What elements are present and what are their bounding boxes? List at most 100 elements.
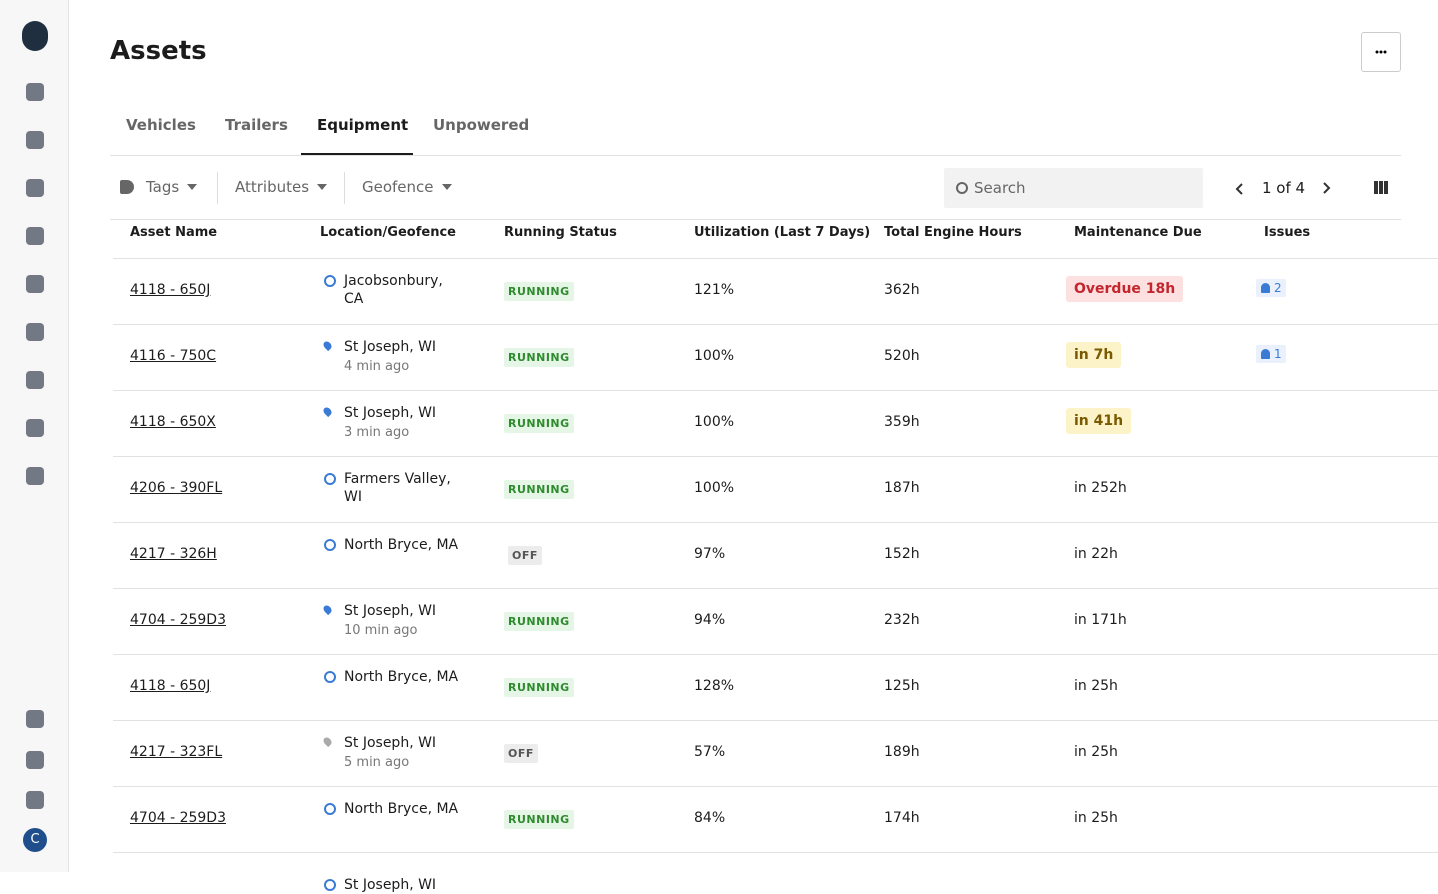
row-border <box>113 522 1438 523</box>
maintenance-badge: Overdue 18h <box>1066 276 1184 302</box>
nav-messages[interactable] <box>26 710 44 728</box>
location: St Joseph, WI <box>344 877 437 893</box>
nav-compliance[interactable] <box>26 227 44 245</box>
status-badge: RUNNING <box>504 348 574 367</box>
issues-badge[interactable]: 2 <box>1256 279 1286 297</box>
row-border <box>113 654 1438 655</box>
bell-icon <box>1261 283 1270 293</box>
location-icon <box>321 603 334 616</box>
filter-border <box>110 219 1401 220</box>
filter-dropdown[interactable]: Geofence <box>362 178 452 196</box>
logo[interactable] <box>22 21 48 51</box>
asset-link[interactable]: 4118 - 650J <box>130 678 211 694</box>
tab[interactable]: Vehicles <box>126 116 196 134</box>
page-title: Assets <box>110 36 207 66</box>
nav-documents[interactable] <box>26 419 44 437</box>
nav-search[interactable] <box>26 83 44 101</box>
column-header[interactable]: Asset Name <box>130 225 218 240</box>
utilization: 94% <box>694 612 726 628</box>
filter-dropdown[interactable]: Attributes <box>235 178 328 196</box>
status-badge: RUNNING <box>504 282 574 301</box>
maintenance: in 25h <box>1074 678 1118 694</box>
location: St Joseph, WI <box>344 735 437 751</box>
status-badge: OFF <box>508 546 542 565</box>
columns-button[interactable] <box>1374 181 1389 194</box>
location-icon <box>324 275 336 287</box>
utilization: 128% <box>694 678 735 694</box>
utilization: 100% <box>694 348 735 364</box>
row-border <box>113 720 1438 721</box>
tab[interactable]: Unpowered <box>433 116 530 134</box>
column-header[interactable]: Issues <box>1264 225 1311 240</box>
search-icon <box>956 182 968 194</box>
maintenance: in 25h <box>1074 810 1118 826</box>
page: C Assets Search 1 of 4 (() => { const da… <box>22 0 1438 893</box>
bell-icon <box>1261 349 1270 359</box>
tabs-border <box>110 155 1401 156</box>
column-header[interactable]: Location/Geofence <box>320 225 456 240</box>
row-border <box>113 390 1438 391</box>
location-icon <box>321 735 334 748</box>
location: North Bryce, MA <box>344 669 459 685</box>
nav-reports[interactable] <box>26 467 44 485</box>
location-icon <box>324 539 336 551</box>
maintenance-badge: in 41h <box>1066 408 1132 434</box>
row-border <box>113 258 1438 259</box>
location-time: 10 min ago <box>344 623 418 638</box>
row-border <box>113 852 1438 853</box>
asset-link[interactable]: 4704 - 259D3 <box>130 810 226 826</box>
more-button[interactable] <box>1361 32 1401 72</box>
engine-hours: 189h <box>884 744 920 760</box>
column-header[interactable]: Utilization (Last 7 Days) <box>694 225 871 240</box>
utilization: 100% <box>694 480 735 496</box>
status-badge: OFF <box>504 744 538 763</box>
location-time: 5 min ago <box>344 755 410 770</box>
engine-hours: 520h <box>884 348 920 364</box>
utilization: 84% <box>694 810 726 826</box>
tab[interactable]: Trailers <box>225 116 288 134</box>
location: St Joseph, WI <box>344 405 437 421</box>
asset-link[interactable]: 4704 - 259D3 <box>130 612 226 628</box>
location: Jacobsonbury, CA <box>344 273 443 307</box>
asset-link[interactable]: 4118 - 650J <box>130 282 211 298</box>
asset-link[interactable]: 4116 - 750C <box>130 348 217 364</box>
nav-alerts[interactable] <box>26 751 44 769</box>
maintenance: in 25h <box>1074 744 1118 760</box>
prev-page[interactable] <box>1234 180 1246 195</box>
location: St Joseph, WI <box>344 603 437 619</box>
engine-hours: 359h <box>884 414 920 430</box>
row-border <box>113 786 1438 787</box>
location: North Bryce, MA <box>344 801 459 817</box>
nav-settings[interactable] <box>26 791 44 809</box>
engine-hours: 187h <box>884 480 920 496</box>
maintenance: in 171h <box>1074 612 1127 628</box>
nav-maintenance[interactable] <box>26 275 44 293</box>
asset-link[interactable]: 4206 - 390FL <box>130 480 223 496</box>
asset-link[interactable]: 4217 - 323FL <box>130 744 223 760</box>
row-border <box>113 324 1438 325</box>
search-input[interactable]: Search <box>944 168 1203 208</box>
column-header[interactable]: Total Engine Hours <box>884 225 1022 240</box>
asset-link[interactable]: 4217 - 326H <box>130 546 217 562</box>
nav-safety[interactable] <box>26 179 44 197</box>
column-header[interactable]: Maintenance Due <box>1074 225 1202 240</box>
maintenance: in 22h <box>1074 546 1118 562</box>
nav-dispatch[interactable] <box>26 323 44 341</box>
tab[interactable]: Equipment <box>317 116 409 134</box>
asset-link[interactable]: 4118 - 650X <box>130 414 216 430</box>
engine-hours: 174h <box>884 810 920 826</box>
location-icon <box>324 671 336 683</box>
filter-dropdown[interactable]: Tags <box>146 178 198 196</box>
status-badge: RUNNING <box>504 480 574 499</box>
user-avatar[interactable]: C <box>23 828 47 852</box>
next-page[interactable] <box>1320 180 1332 194</box>
column-header[interactable]: Running Status <box>504 225 617 240</box>
issues-badge[interactable]: 1 <box>1256 345 1286 363</box>
maintenance-badge: in 7h <box>1066 342 1122 368</box>
nav-fuel[interactable] <box>26 371 44 389</box>
status-badge: RUNNING <box>504 612 574 631</box>
nav-map[interactable] <box>26 131 44 149</box>
status-badge: RUNNING <box>504 414 574 433</box>
location: Farmers Valley, WI <box>344 471 451 505</box>
location-time: 4 min ago <box>344 359 410 374</box>
